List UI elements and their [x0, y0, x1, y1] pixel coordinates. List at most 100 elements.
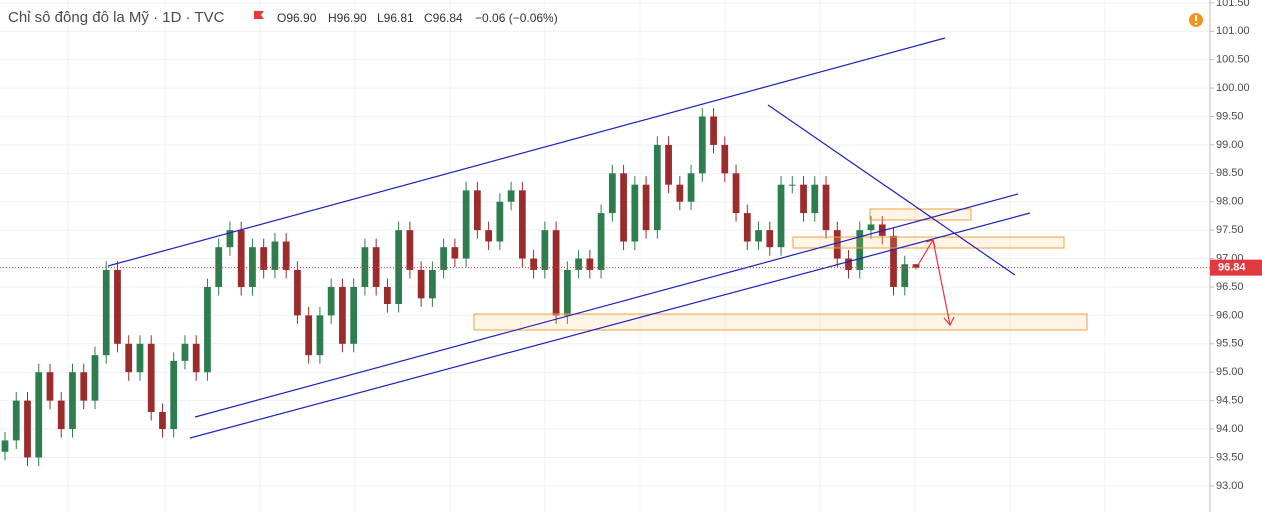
- candle-body: [485, 230, 492, 242]
- candle-body: [901, 264, 909, 287]
- candle-body: [800, 184, 807, 214]
- candle-body: [305, 315, 313, 356]
- candle-body: [181, 343, 189, 361]
- candle-body: [732, 173, 740, 214]
- candle-body: [192, 343, 200, 373]
- arrow-head: [943, 316, 955, 327]
- candle-body: [327, 286, 335, 316]
- y-tick-label: 95.00: [1216, 366, 1244, 378]
- candle-body: [260, 247, 268, 270]
- candle-body: [147, 343, 155, 412]
- candle-body: [845, 258, 852, 270]
- candle-body: [316, 315, 324, 356]
- candle-body: [429, 269, 436, 299]
- candle-body: [507, 190, 515, 202]
- candle-body: [721, 144, 729, 174]
- candle-body: [867, 224, 875, 231]
- candle-body: [159, 411, 166, 430]
- candle-body: [777, 184, 785, 248]
- candle-body: [406, 230, 414, 270]
- candle-body: [417, 269, 425, 299]
- y-tick-label: 101.50: [1216, 0, 1250, 9]
- candle-body: [451, 247, 459, 259]
- candle-body: [620, 173, 627, 242]
- y-tick-label: 96.50: [1216, 281, 1244, 293]
- candle-body: [350, 286, 358, 344]
- y-tick-label: 99.00: [1216, 139, 1244, 151]
- candle-body: [743, 213, 751, 242]
- ohlc-low: L96.81: [377, 11, 414, 25]
- alert-icon[interactable]: [1189, 13, 1203, 27]
- drawings: [107, 37, 1088, 439]
- candle-body: [755, 230, 762, 242]
- candle-body: [170, 360, 178, 430]
- ohlc-change: −0.06 (−0.06%): [475, 11, 558, 25]
- candle-body: [698, 116, 706, 174]
- candle-body: [249, 247, 256, 287]
- ohlc-high: H96.90: [328, 11, 367, 25]
- candle-body: [788, 184, 796, 186]
- chart-title: Chỉ sô đông đô la Mỹ · 1D · TVC: [8, 9, 225, 26]
- candle-body: [35, 372, 43, 458]
- alert-mark: [1195, 15, 1197, 21]
- candle-body: [608, 173, 616, 214]
- trend-line: [189, 212, 1031, 439]
- candle-body: [597, 213, 605, 270]
- candle-body: [552, 230, 560, 316]
- ohlc-close: C96.84: [424, 11, 463, 25]
- candle-body: [282, 241, 290, 270]
- candle-body: [665, 144, 672, 185]
- y-tick-label: 98.50: [1216, 167, 1244, 179]
- y-tick-label: 93.00: [1216, 480, 1244, 492]
- candle-body: [215, 247, 223, 287]
- candle-body: [339, 286, 346, 344]
- candle-body: [811, 184, 819, 214]
- y-tick-label: 98.00: [1216, 196, 1244, 208]
- candle-body: [125, 343, 133, 373]
- y-tick-label: 99.50: [1216, 110, 1244, 122]
- candle-body: [57, 400, 65, 430]
- candle-body: [24, 400, 31, 458]
- candle-body: [631, 184, 639, 242]
- candle-body: [1, 440, 9, 452]
- zone: [473, 313, 1088, 331]
- candle-body: [563, 269, 571, 316]
- candle-body: [541, 230, 549, 270]
- candle-body: [237, 230, 245, 287]
- candle-body: [710, 116, 717, 145]
- y-tick-label: 97.50: [1216, 224, 1244, 236]
- trend-line: [107, 37, 946, 267]
- candle-body: [530, 258, 537, 270]
- candle-body: [575, 258, 582, 270]
- candle-body: [642, 184, 650, 231]
- candle-body: [204, 286, 211, 373]
- candle-body: [822, 184, 830, 231]
- candle-body: [102, 269, 110, 356]
- candle-body: [496, 201, 504, 242]
- candle-body: [12, 400, 20, 441]
- candle-body: [114, 269, 121, 344]
- candle-body: [384, 286, 391, 305]
- candle-body: [766, 230, 774, 248]
- candle-body: [271, 241, 279, 270]
- candle-body: [687, 173, 695, 202]
- candle-body: [136, 343, 144, 373]
- candle-body: [856, 230, 864, 270]
- candle-body: [46, 372, 54, 401]
- y-tick-label: 100.00: [1216, 82, 1250, 94]
- candle-body: [91, 355, 99, 401]
- candle-body: [653, 144, 661, 231]
- candles: [1, 107, 920, 466]
- grid: [0, 0, 1210, 512]
- candle-body: [518, 190, 526, 259]
- candle-body: [462, 190, 470, 259]
- flag-icon[interactable]: [254, 11, 264, 19]
- price-axis-bg: [1210, 0, 1262, 512]
- candle-body: [372, 247, 380, 287]
- arrow-head: [925, 239, 936, 248]
- y-tick-label: 95.50: [1216, 338, 1244, 350]
- candle-body: [440, 247, 448, 270]
- trend-line: [194, 193, 1019, 418]
- last-price-box: [1210, 259, 1262, 276]
